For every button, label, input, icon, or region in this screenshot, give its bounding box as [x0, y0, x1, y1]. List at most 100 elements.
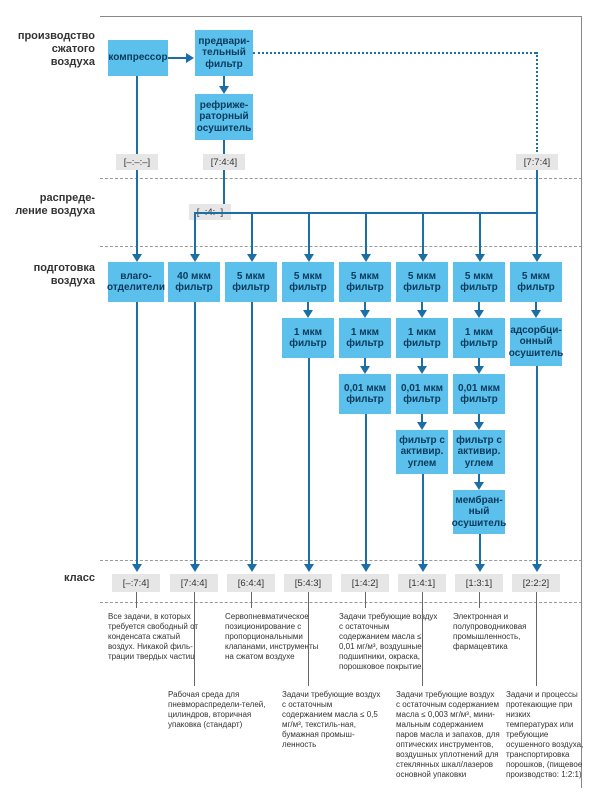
a-c4-r12	[360, 310, 370, 318]
la-c6	[475, 564, 485, 572]
ar-c7	[532, 254, 542, 262]
lead-c3	[308, 592, 309, 686]
ar-c2	[247, 254, 257, 262]
prep-c6-r2: 1 мкм фильтр	[453, 318, 505, 358]
klass-c5: [1:4:1]	[398, 574, 446, 592]
lead-c6	[479, 592, 480, 608]
a-c7-r12	[531, 310, 541, 318]
la-c0	[132, 564, 142, 572]
a-c4-r23	[360, 366, 370, 374]
drop-c6	[479, 212, 481, 256]
dash-2	[100, 246, 582, 247]
drop-c3	[308, 212, 310, 256]
a-c6-r34	[474, 422, 484, 430]
row-label-class: класс	[5, 572, 95, 585]
prep-c5-r1: 5 мкм фильтр	[396, 262, 448, 302]
prep-c5-r4: фильтр с активир. углем	[396, 430, 448, 474]
ld-c0	[136, 302, 138, 566]
prep-c4-r3: 0,01 мкм фильтр	[339, 374, 391, 414]
arrow-col0-distr	[132, 254, 142, 262]
drop-c7	[536, 212, 538, 256]
klass-c3: [5:4:3]	[284, 574, 332, 592]
a-c6-r45	[474, 482, 484, 490]
desc-c6: Электронная и полупроводниковая промышле…	[453, 612, 553, 652]
prep-c6-r4: фильтр с активир. углем	[453, 430, 505, 474]
prep-c0-r1: влаго- отделители	[108, 262, 164, 302]
drop-c2	[251, 212, 253, 256]
klass-c4: [1:4:2]	[341, 574, 389, 592]
prep-c5-r3: 0,01 мкм фильтр	[396, 374, 448, 414]
ld-c4	[365, 414, 367, 566]
ld-c1	[194, 302, 196, 566]
lead-c0	[136, 592, 137, 608]
arrow-prefilter-refrig	[219, 86, 229, 94]
row-label-preparation: подготовка воздуха	[5, 262, 95, 288]
prep-c7-r2: адсорбци- онный осушитель	[510, 318, 562, 366]
ld-c7	[536, 366, 538, 566]
klass-mid-col7: [7:7:4]	[516, 154, 558, 170]
klass-c6: [1:3:1]	[455, 574, 503, 592]
lead-c4	[365, 592, 366, 608]
line-comp-prefilter	[168, 57, 188, 59]
a-c3-r12	[303, 310, 313, 318]
a-c6-r23	[474, 366, 484, 374]
prep-c5-r2: 1 мкм фильтр	[396, 318, 448, 358]
desc-c3: Задачи требующие воздух с остаточным сод…	[282, 690, 382, 750]
ar-c6	[475, 254, 485, 262]
ar-c5	[418, 254, 428, 262]
klass-c1: [7:4:4]	[170, 574, 218, 592]
klass-c2: [6:4:4]	[227, 574, 275, 592]
drop-c5	[422, 212, 424, 256]
dash-3	[100, 560, 582, 561]
drop-c4	[365, 212, 367, 256]
diagram-canvas: { "colors": { "box_bg": "#5bc0eb", "box_…	[0, 0, 598, 800]
dash-4	[100, 602, 582, 603]
line-col0-down1	[136, 76, 138, 154]
desc-c2: Сервопневматическое позиционирование с п…	[225, 612, 325, 662]
la-c4	[361, 564, 371, 572]
prep-c1-r1: 40 мкм фильтр	[168, 262, 220, 302]
prep-c4-r2: 1 мкм фильтр	[339, 318, 391, 358]
line-col7-to-bus	[536, 170, 538, 212]
prep-c6-r5: мембран- ный осушитель	[453, 490, 505, 534]
prep-c2-r1: 5 мкм фильтр	[225, 262, 277, 302]
klass-c7: [2:2:2]	[512, 574, 560, 592]
lead-c5	[422, 592, 423, 686]
desc-c7: Задачи и процессы протекающие при низких…	[506, 690, 584, 780]
prep-c6-r1: 5 мкм фильтр	[453, 262, 505, 302]
desc-c5: Задачи требующие воздух с остаточным сод…	[396, 690, 500, 780]
ld-c3	[308, 358, 310, 566]
ar-c1	[190, 254, 200, 262]
dotted-h	[253, 52, 536, 54]
line-col1-to-distr	[223, 170, 225, 204]
lead-c2	[251, 592, 252, 608]
ld-c6	[479, 534, 481, 566]
line-col0-distr	[136, 170, 138, 256]
la-c1	[190, 564, 200, 572]
klass-mid-col1: [7:4:4]	[203, 154, 245, 170]
box-compressor: компрессор	[108, 40, 168, 76]
desc-c0: Все задачи, в которых требуется свободны…	[108, 612, 208, 662]
klass-c0: [–:7:4]	[112, 574, 160, 592]
box-prefilter: предвари- тельный фильтр	[195, 30, 253, 76]
line-col1-down1	[223, 140, 225, 154]
ar-c4	[361, 254, 371, 262]
la-c2	[247, 564, 257, 572]
ar-c3	[304, 254, 314, 262]
a-c5-r12	[417, 310, 427, 318]
la-c5	[418, 564, 428, 572]
prep-c3-r1: 5 мкм фильтр	[282, 262, 334, 302]
prep-c4-r1: 5 мкм фильтр	[339, 262, 391, 302]
desc-c4: Задачи требующие воздух с остаточным сод…	[339, 612, 439, 672]
prep-c6-r3: 0,01 мкм фильтр	[453, 374, 505, 414]
desc-c1: Рабочая среда для пневмораспредели-телей…	[168, 690, 268, 730]
row-label-distribution: распреде- ление воздуха	[5, 192, 95, 218]
a-c5-r34	[417, 422, 427, 430]
arrow-comp-prefilter	[186, 53, 194, 63]
la-c7	[532, 564, 542, 572]
la-c3	[304, 564, 314, 572]
a-c5-r23	[417, 366, 427, 374]
ld-c5	[422, 474, 424, 566]
prep-c3-r2: 1 мкм фильтр	[282, 318, 334, 358]
box-refrigerator-dryer: рефриже- раторный осушитель	[195, 94, 253, 140]
